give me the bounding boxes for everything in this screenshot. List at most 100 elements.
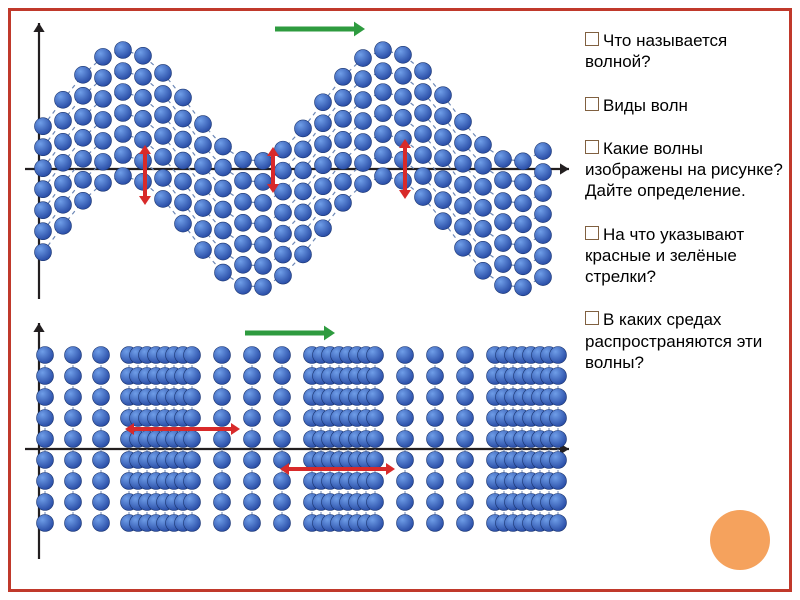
particle (335, 194, 352, 211)
particle (215, 222, 232, 239)
particle (415, 105, 432, 122)
particle (395, 88, 412, 105)
particle (115, 63, 132, 80)
particle (35, 118, 52, 135)
particle (435, 192, 452, 209)
particle (427, 515, 444, 532)
particle (397, 494, 414, 511)
particle (335, 110, 352, 127)
particle (457, 452, 474, 469)
question-item: Виды волн (585, 95, 785, 116)
particle (184, 431, 201, 448)
particle (367, 431, 384, 448)
particle (367, 473, 384, 490)
particle (214, 347, 231, 364)
checkbox-bullet-icon (585, 226, 599, 240)
particle (295, 204, 312, 221)
particle (65, 389, 82, 406)
particle (175, 110, 192, 127)
accent-circle-icon (710, 510, 770, 570)
particle (274, 431, 291, 448)
particle (274, 410, 291, 427)
particle (115, 168, 132, 185)
particle (155, 148, 172, 165)
particle (495, 277, 512, 294)
particle (175, 194, 192, 211)
particle (195, 242, 212, 259)
particle (355, 176, 372, 193)
particle (455, 134, 472, 151)
particle (93, 410, 110, 427)
particle (215, 243, 232, 260)
question-item: В каких средах распространяются эти волн… (585, 309, 785, 373)
transverse-wave-diagram (15, 15, 575, 305)
question-text: В каких средах распространяются эти волн… (585, 310, 762, 372)
particle (93, 473, 110, 490)
particle (95, 69, 112, 86)
particle (195, 137, 212, 154)
particle (274, 347, 291, 364)
particle (215, 264, 232, 281)
particle (37, 410, 54, 427)
checkbox-bullet-icon (585, 97, 599, 111)
particle (275, 225, 292, 242)
particle (315, 220, 332, 237)
particle (155, 169, 172, 186)
particle (495, 256, 512, 273)
particle (355, 134, 372, 151)
particle (35, 139, 52, 156)
particle (475, 136, 492, 153)
particle (427, 494, 444, 511)
particle (115, 84, 132, 101)
particle (550, 515, 567, 532)
particle (495, 235, 512, 252)
particle (295, 141, 312, 158)
particle (367, 515, 384, 532)
particle (235, 151, 252, 168)
particle (65, 431, 82, 448)
particle (397, 431, 414, 448)
propagation-arrowhead-icon (354, 22, 365, 37)
particle (455, 155, 472, 172)
particle (427, 452, 444, 469)
particle (55, 154, 72, 171)
particle (195, 158, 212, 175)
particle (184, 515, 201, 532)
particle (335, 68, 352, 85)
particle (355, 155, 372, 172)
particle (535, 206, 552, 223)
particle (37, 473, 54, 490)
particle (255, 257, 272, 274)
particle (244, 431, 261, 448)
particle (37, 389, 54, 406)
particle (115, 105, 132, 122)
particle (215, 180, 232, 197)
particle (135, 110, 152, 127)
particle (367, 494, 384, 511)
particle (395, 46, 412, 63)
particle (35, 202, 52, 219)
particle (415, 84, 432, 101)
particle (550, 347, 567, 364)
particle (95, 48, 112, 65)
particle (95, 174, 112, 191)
particle (244, 368, 261, 385)
particle (274, 368, 291, 385)
particle (155, 127, 172, 144)
particle (75, 108, 92, 125)
particle (175, 89, 192, 106)
particle (515, 279, 532, 296)
particle (535, 248, 552, 265)
particle (65, 494, 82, 511)
particle (214, 431, 231, 448)
particle (335, 89, 352, 106)
particle (395, 109, 412, 126)
particle (93, 431, 110, 448)
particle (135, 47, 152, 64)
particle (397, 347, 414, 364)
particle (214, 494, 231, 511)
question-text: Какие волны изображены на рисунке? Дайте… (585, 139, 783, 201)
particle (427, 389, 444, 406)
particle (255, 278, 272, 295)
particle (535, 269, 552, 286)
